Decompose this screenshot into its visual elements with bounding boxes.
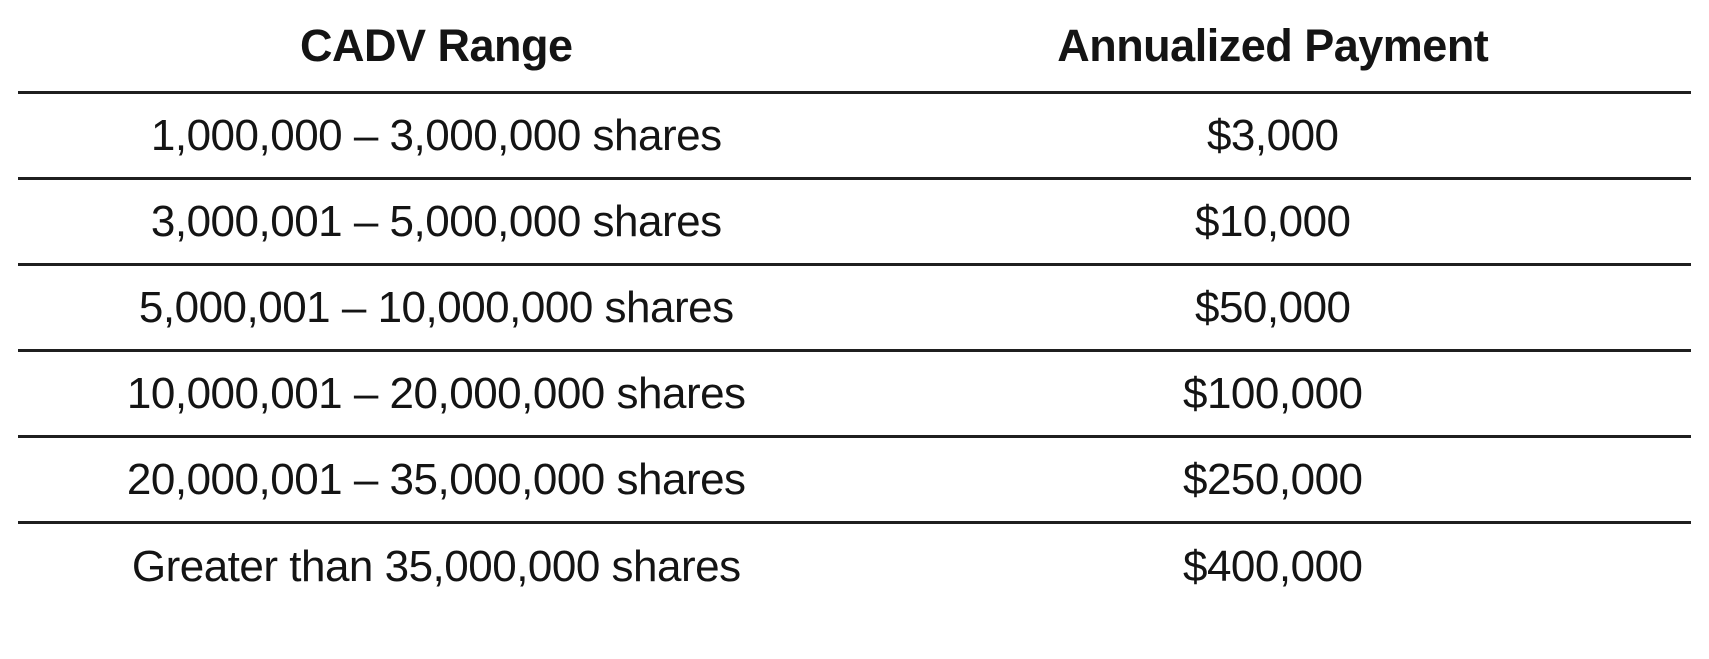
cell-cadv-range: 3,000,001 – 5,000,000 shares bbox=[150, 196, 722, 246]
cell-cadv-range: Greater than 35,000,000 shares bbox=[131, 542, 741, 591]
table-row: 20,000,001 – 35,000,000 shares $250,000 bbox=[18, 438, 1691, 524]
table-row: 3,000,001 – 5,000,000 shares $10,000 bbox=[18, 180, 1691, 266]
table-row: Greater than 35,000,000 shares $400,000 bbox=[18, 524, 1691, 610]
table-row: 10,000,001 – 20,000,000 shares $100,000 bbox=[18, 352, 1691, 438]
cell-annualized-payment: $250,000 bbox=[1182, 454, 1363, 504]
cell-annualized-payment: $50,000 bbox=[1194, 282, 1351, 332]
table-body: 1,000,000 – 3,000,000 shares $3,000 3,00… bbox=[18, 94, 1691, 610]
cell-cadv-range: 20,000,001 – 35,000,000 shares bbox=[126, 454, 746, 504]
cell-cadv-range: 1,000,000 – 3,000,000 shares bbox=[150, 110, 722, 160]
table-header-row: CADV Range Annualized Payment bbox=[18, 0, 1691, 94]
table-row: 1,000,000 – 3,000,000 shares $3,000 bbox=[18, 94, 1691, 180]
cell-cadv-range: 10,000,001 – 20,000,000 shares bbox=[126, 368, 746, 418]
cell-cadv-range: 5,000,001 – 10,000,000 shares bbox=[138, 282, 734, 332]
header-cell-annualized-payment: Annualized Payment bbox=[1057, 19, 1489, 71]
cell-annualized-payment: $3,000 bbox=[1206, 110, 1339, 160]
cadv-payment-table: CADV Range Annualized Payment 1,000,000 … bbox=[18, 0, 1691, 610]
cell-annualized-payment: $400,000 bbox=[1182, 542, 1363, 591]
header-cell-cadv-range: CADV Range bbox=[299, 19, 573, 71]
table-row: 5,000,001 – 10,000,000 shares $50,000 bbox=[18, 266, 1691, 352]
cell-annualized-payment: $100,000 bbox=[1182, 368, 1363, 418]
cell-annualized-payment: $10,000 bbox=[1194, 196, 1351, 246]
